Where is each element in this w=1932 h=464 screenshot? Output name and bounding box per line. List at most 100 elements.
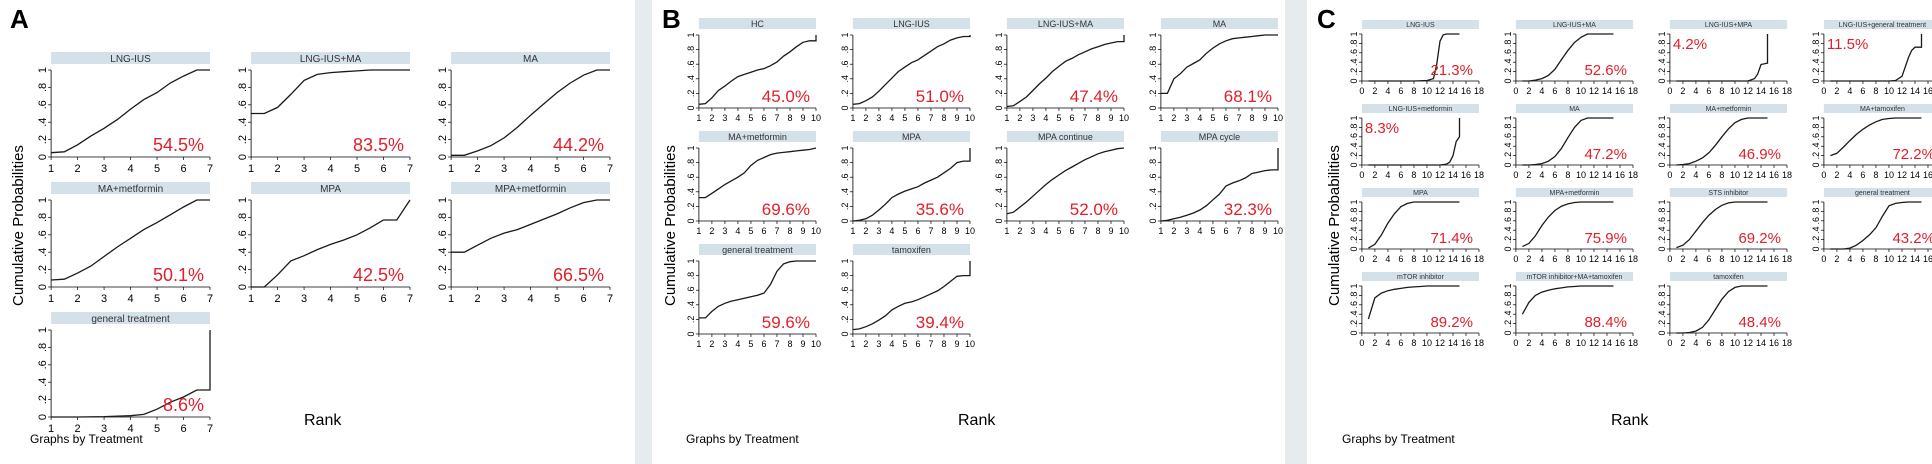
y-tick-label: .6 <box>237 230 249 239</box>
subplot-title: LNG-IUS+MA <box>1038 19 1093 29</box>
x-tick-label: 7 <box>407 163 413 175</box>
y-tick-label: .4 <box>1811 142 1821 150</box>
y-tick-label: .8 <box>237 213 249 222</box>
subplot-title-strip <box>1006 18 1124 29</box>
x-tick-label: 4 <box>1539 170 1544 180</box>
y-tick-label: 1 <box>1657 31 1667 36</box>
x-tick-label: 14 <box>1448 170 1458 180</box>
y-tick-label: .2 <box>994 90 1004 98</box>
y-tick-label: .8 <box>37 83 49 92</box>
x-tick-label: 7 <box>1082 113 1087 123</box>
x-tick-label: 4 <box>1693 254 1698 264</box>
subplot: MA+tamoxifen0.2.4.6.8102468101214161872.… <box>1811 104 1932 180</box>
subplot-title: general treatment <box>1855 190 1910 197</box>
x-tick-label: 5 <box>1056 226 1061 236</box>
x-tick-label: 18 <box>1782 254 1792 264</box>
cumulative-probability-line <box>852 35 971 105</box>
y-tick-label: .8 <box>1349 40 1359 48</box>
y-tick-label: 0 <box>437 154 449 160</box>
y-tick-label: .6 <box>686 286 696 294</box>
x-tick-label: 5 <box>748 339 753 349</box>
y-tick-label: .8 <box>437 213 449 222</box>
y-tick-label: .2 <box>994 203 1004 211</box>
y-tick-label: .4 <box>686 301 696 309</box>
y-tick-label: 1 <box>1657 283 1667 288</box>
x-tick-label: 4 <box>1693 338 1698 348</box>
x-tick-label: 8 <box>1873 254 1878 264</box>
y-tick-label: .6 <box>37 360 49 369</box>
y-tick-label: .2 <box>1148 90 1158 98</box>
x-tick-label: 0 <box>1513 86 1518 96</box>
y-tick-label: 1 <box>1503 31 1513 36</box>
x-tick-label: 0 <box>1359 338 1364 348</box>
y-tick-label: 0 <box>1657 246 1667 251</box>
subplot: MA+metformin 0 .2 .4 .6 .8 1 1 2 3 4 5 6 750.1% <box>37 182 213 305</box>
x-tick-label: 3 <box>722 226 727 236</box>
x-tick-label: 8 <box>1873 86 1878 96</box>
subplot-title: LNG-IUS <box>1406 22 1435 29</box>
x-tick-label: 2 <box>1372 338 1377 348</box>
y-tick-label: .6 <box>1148 173 1158 181</box>
y-tick-label: .2 <box>1657 68 1667 76</box>
x-tick-label: 18 <box>1628 170 1638 180</box>
y-tick-label: .6 <box>1811 133 1821 141</box>
x-tick-label: 18 <box>1782 170 1792 180</box>
subplot-title: MPA+metformin <box>495 184 566 195</box>
subplot-title: tamoxifen <box>892 245 931 255</box>
sucra-annotation: 68.1% <box>1224 87 1272 106</box>
x-tick-label: 14 <box>1448 86 1458 96</box>
x-tick-label: 4 <box>1847 170 1852 180</box>
x-tick-label: 10 <box>1576 338 1586 348</box>
x-tick-label: 1 <box>1158 113 1163 123</box>
x-tick-label: 4 <box>1197 113 1202 123</box>
x-tick-label: 4 <box>327 293 333 305</box>
x-tick-label: 16 <box>1923 254 1932 264</box>
subplot-title-strip <box>1361 272 1479 281</box>
sucra-annotation: 11.5% <box>1827 36 1868 53</box>
x-tick-label: 1 <box>448 293 454 305</box>
x-tick-label: 4 <box>1539 338 1544 348</box>
y-tick-label: .2 <box>37 135 49 144</box>
sucra-annotation: 69.2% <box>1738 230 1781 247</box>
x-tick-label: 2 <box>1834 254 1839 264</box>
y-tick-label: 1 <box>1503 199 1513 204</box>
x-tick-label: 8 <box>1873 170 1878 180</box>
cumulative-probability-line <box>51 330 211 418</box>
x-tick-label: 12 <box>1897 86 1907 96</box>
y-tick-label: .6 <box>840 286 850 294</box>
subplot-title: MPA <box>1413 190 1428 197</box>
x-tick-label: 5 <box>554 163 560 175</box>
x-tick-label: 3 <box>501 293 507 305</box>
panel-b: B Cumulative Probabilities Rank Graphs b… <box>652 0 1285 464</box>
x-tick-label: 16 <box>1461 338 1471 348</box>
x-tick-label: 7 <box>207 423 213 435</box>
x-tick-label: 2 <box>1526 338 1531 348</box>
y-tick-label: .8 <box>1503 208 1513 216</box>
x-tick-label: 1 <box>1004 113 1009 123</box>
x-tick-label: 18 <box>1782 86 1792 96</box>
panel-separator <box>1285 0 1307 464</box>
cumulative-probability-line <box>1367 285 1460 320</box>
sucra-annotation: 69.6% <box>762 200 810 219</box>
y-tick-label: 1 <box>1657 115 1667 120</box>
subplot-title-strip <box>51 182 210 194</box>
y-tick-label: .8 <box>994 159 1004 167</box>
y-tick-label: 1 <box>1349 31 1359 36</box>
x-tick-label: 10 <box>1884 254 1894 264</box>
y-tick-label: 1 <box>840 258 850 263</box>
y-tick-label: .2 <box>1349 152 1359 160</box>
subplot-title-strip <box>251 52 410 64</box>
cumulative-probability-line <box>1006 35 1125 108</box>
y-tick-label: .6 <box>437 100 449 109</box>
y-tick-label: .2 <box>1349 320 1359 328</box>
cumulative-probability-line <box>1676 201 1768 249</box>
x-tick-label: 4 <box>1043 113 1048 123</box>
x-tick-label: 10 <box>965 226 975 236</box>
